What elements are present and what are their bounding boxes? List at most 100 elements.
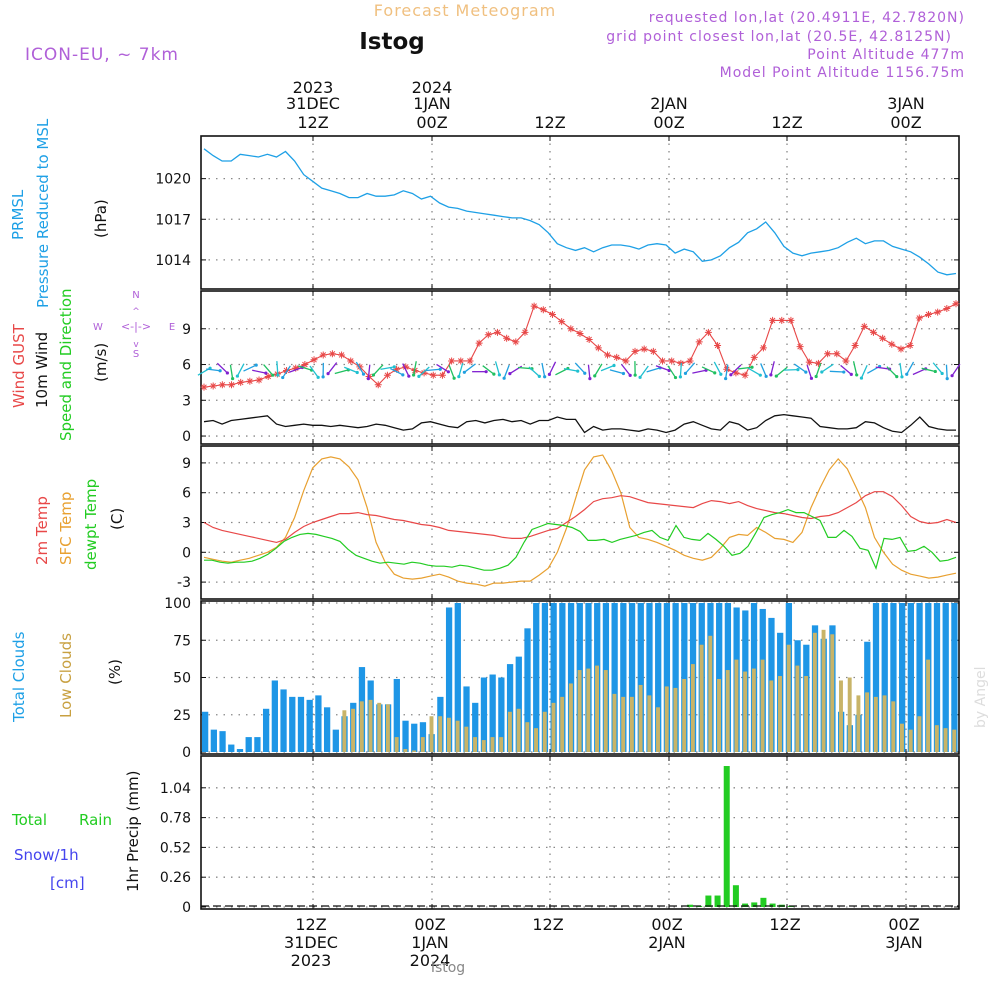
- low-cloud-bar: [377, 702, 382, 752]
- total-cloud-bar: [245, 737, 252, 752]
- gust-marker: [374, 381, 382, 389]
- top-time-label: 3JAN: [887, 94, 925, 113]
- low-cloud-bar: [629, 696, 634, 752]
- wind-arrow: [206, 368, 221, 372]
- wind-arrow: [738, 366, 753, 370]
- gust-marker: [686, 357, 694, 365]
- wind-arrow: [402, 363, 410, 377]
- wind-arrow-head: [678, 375, 682, 379]
- gust-marker: [649, 347, 657, 355]
- panel-frame: [200, 755, 960, 910]
- y-tick-label: 0: [182, 429, 191, 445]
- low-cloud-bar: [656, 707, 660, 752]
- top-time-label: 12Z: [297, 113, 328, 132]
- y-tick-label: 6: [182, 358, 191, 374]
- bottom-time-label: 00Z: [651, 915, 682, 934]
- gust-marker: [310, 356, 318, 364]
- low-cloud-bar: [873, 696, 878, 752]
- low-cloud-bar: [821, 629, 826, 752]
- snow-unit-label: [cm]: [50, 874, 85, 892]
- low-cloud-bar: [673, 687, 678, 752]
- wind-arrow: [282, 365, 291, 378]
- wind-arrow: [541, 362, 546, 377]
- y-tick-label: 0: [182, 900, 191, 916]
- total-cloud-bar: [219, 731, 226, 752]
- low-cloud-bar: [612, 693, 617, 752]
- gust-marker: [521, 328, 529, 336]
- svg-text:v: v: [133, 340, 139, 350]
- wind-arrow-head: [446, 370, 450, 374]
- wind-arrow-head: [638, 375, 642, 379]
- wind-arrow: [724, 364, 729, 379]
- gust-marker: [952, 300, 960, 308]
- wind-arrow: [587, 364, 591, 379]
- total-cloud-bar: [315, 695, 322, 752]
- wind-arrow: [906, 361, 915, 375]
- compass-icon: N S W E <-|-> ^ v: [93, 290, 175, 360]
- low-cloud-bar: [420, 737, 425, 752]
- prmsl-label: PRMSL: [9, 189, 27, 240]
- y-tick-label: 9: [182, 322, 191, 338]
- compass-n: N: [132, 290, 139, 301]
- low-cloud-bar: [934, 725, 939, 752]
- wind-arrow-head: [859, 376, 864, 380]
- wind-arrow: [594, 363, 603, 377]
- prmsl-unit-label: (hPa): [92, 199, 110, 238]
- wind-arrow: [793, 363, 807, 373]
- gust-marker: [879, 334, 887, 342]
- wind-arrow: [775, 366, 788, 377]
- wind-arrow: [852, 361, 858, 376]
- total-cloud-bar: [271, 680, 278, 752]
- wind-arrow-head: [225, 371, 229, 375]
- total-cloud-bar: [681, 603, 688, 752]
- low-cloud-bar: [699, 644, 704, 752]
- gust-marker: [842, 357, 850, 365]
- gust-marker: [200, 383, 208, 391]
- wind-arrow: [236, 363, 245, 377]
- clouds-unit-label: (%): [106, 659, 124, 685]
- low-cloud-bar: [394, 737, 399, 752]
- total-cloud-bar: [663, 603, 671, 752]
- gust-marker: [833, 350, 841, 358]
- gust-marker: [888, 340, 896, 348]
- gust-marker: [338, 351, 346, 359]
- gust-marker: [539, 306, 547, 314]
- total-cloud-bar: [411, 723, 418, 752]
- wind-arrow-head: [462, 370, 466, 374]
- low-cloud-bar: [351, 708, 356, 752]
- total-cloud-bar: [620, 603, 627, 752]
- wind-arrow-head: [417, 374, 421, 378]
- wind-speed-dir-label: Speed and Direction: [57, 288, 75, 441]
- compass-s: S: [133, 349, 139, 360]
- wind-panel: 0 3 6 9: [182, 290, 961, 445]
- gridpoint-coords: grid point closest lon,lat (20.5E, 42.81…: [606, 29, 952, 45]
- total-cloud-bar: [907, 603, 914, 752]
- low-cloud-bar: [603, 670, 608, 752]
- total-cloud-bar: [951, 603, 958, 752]
- y-tick-label: 1014: [155, 253, 191, 269]
- gust-marker: [475, 339, 483, 347]
- wind-arrow: [517, 366, 533, 370]
- wind-arrow-head: [276, 373, 280, 377]
- footer-location: Istog: [431, 960, 465, 976]
- wind-arrow: [372, 364, 384, 376]
- low-cloud-bar: [429, 716, 434, 752]
- rain-bar: [760, 897, 767, 907]
- wind-arrow: [829, 370, 844, 373]
- compass-e: E: [169, 322, 175, 333]
- svg-text:<-|->: <-|->: [121, 320, 151, 333]
- y-tick-label: 0.26: [160, 870, 191, 886]
- y-tick-label: 0.78: [160, 811, 191, 827]
- rain-bar: [751, 902, 758, 907]
- wind-arrow-head: [820, 370, 824, 374]
- wind-arrow-head: [905, 372, 909, 376]
- wind-arrow: [600, 364, 615, 372]
- gust-marker: [347, 357, 355, 365]
- clouds-panel: 0 25 50 75 100: [164, 596, 960, 761]
- low-cloud-bar: [568, 683, 573, 752]
- wind-arrow: [426, 368, 441, 372]
- low-cloud-bar: [690, 664, 695, 752]
- wind-arrow-head: [264, 371, 268, 375]
- gust-marker: [255, 376, 263, 384]
- panel-frame: [200, 445, 960, 600]
